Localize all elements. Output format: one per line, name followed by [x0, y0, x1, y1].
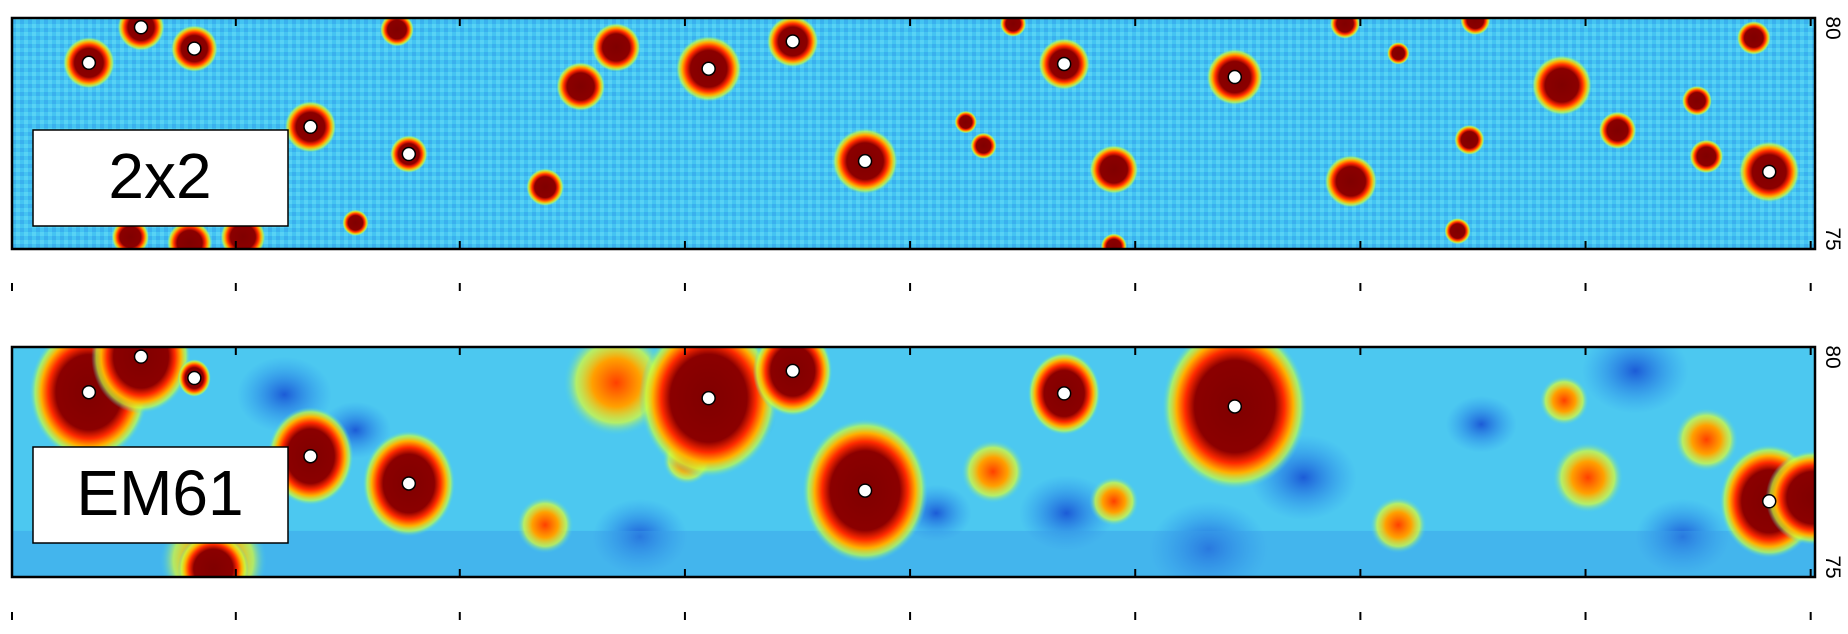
- low-band: [12, 530, 1815, 577]
- anomaly: [1681, 85, 1713, 116]
- target-marker: [133, 20, 149, 35]
- axes-frame: [10, 16, 1817, 251]
- y-tick-label: 75: [1821, 555, 1844, 578]
- anomaly: [1539, 375, 1590, 426]
- anomaly: [1689, 139, 1724, 174]
- anomaly: [1736, 20, 1771, 55]
- anomaly: [1531, 54, 1593, 116]
- anomaly: [591, 22, 641, 73]
- anomaly: [556, 61, 606, 112]
- anomaly: [166, 220, 213, 249]
- target-marker: [187, 370, 202, 386]
- anomaly: [1329, 18, 1361, 39]
- anomaly: [1324, 154, 1378, 208]
- target-marker: [133, 349, 149, 364]
- anomaly: [961, 439, 1026, 504]
- target-marker: [187, 41, 202, 56]
- y-tick-label: 80: [1821, 16, 1844, 39]
- target-marker: [401, 146, 417, 162]
- low-region: [1149, 501, 1268, 577]
- label-box: [32, 129, 289, 227]
- anomaly: [1100, 233, 1128, 249]
- target-marker: [857, 483, 873, 498]
- anomaly: [1765, 450, 1815, 546]
- anomaly: [342, 209, 369, 237]
- low-region: [1635, 498, 1731, 575]
- target-marker: [1227, 69, 1243, 85]
- target-marker: [81, 384, 97, 400]
- anomaly: [1552, 442, 1624, 514]
- anomaly: [1369, 496, 1427, 554]
- panel-label: 2x2: [108, 140, 211, 212]
- anomaly: [752, 347, 833, 417]
- anomaly: [526, 168, 565, 207]
- anomaly: [1161, 347, 1308, 490]
- target-marker: [1056, 386, 1072, 401]
- anomaly: [1386, 41, 1410, 65]
- target-marker: [785, 363, 801, 379]
- anomaly: [999, 18, 1027, 37]
- anomaly: [1089, 476, 1139, 527]
- low-region: [1445, 395, 1517, 453]
- low-region: [1581, 347, 1689, 414]
- target-marker: [81, 55, 97, 71]
- anomaly: [516, 496, 574, 554]
- target-marker: [303, 119, 318, 135]
- anomaly: [1598, 111, 1637, 150]
- target-marker: [857, 153, 873, 169]
- target-marker: [701, 61, 716, 76]
- target-marker: [1761, 164, 1777, 180]
- anomaly: [379, 18, 415, 47]
- y-tick-label: 75: [1821, 227, 1844, 250]
- anomaly: [1674, 407, 1739, 472]
- low-region: [592, 498, 688, 575]
- target-marker: [1227, 399, 1243, 414]
- target-marker: [1761, 494, 1777, 509]
- y-tick-label: 80: [1821, 345, 1844, 368]
- panel-label: EM61: [76, 457, 243, 529]
- target-marker: [1056, 56, 1072, 72]
- target-marker: [401, 476, 417, 491]
- anomaly: [1444, 217, 1471, 245]
- anomaly: [177, 533, 249, 577]
- target-marker: [701, 390, 716, 406]
- anomaly: [1460, 18, 1491, 36]
- anomaly: [638, 347, 779, 478]
- anomaly: [970, 132, 997, 160]
- label-box: [32, 446, 289, 544]
- anomaly: [1089, 144, 1139, 195]
- target-marker: [303, 448, 318, 464]
- target-marker: [785, 34, 801, 49]
- anomaly: [1454, 124, 1485, 155]
- anomaly: [954, 110, 978, 134]
- axes-frame: [10, 345, 1817, 579]
- anomaly: [91, 347, 191, 414]
